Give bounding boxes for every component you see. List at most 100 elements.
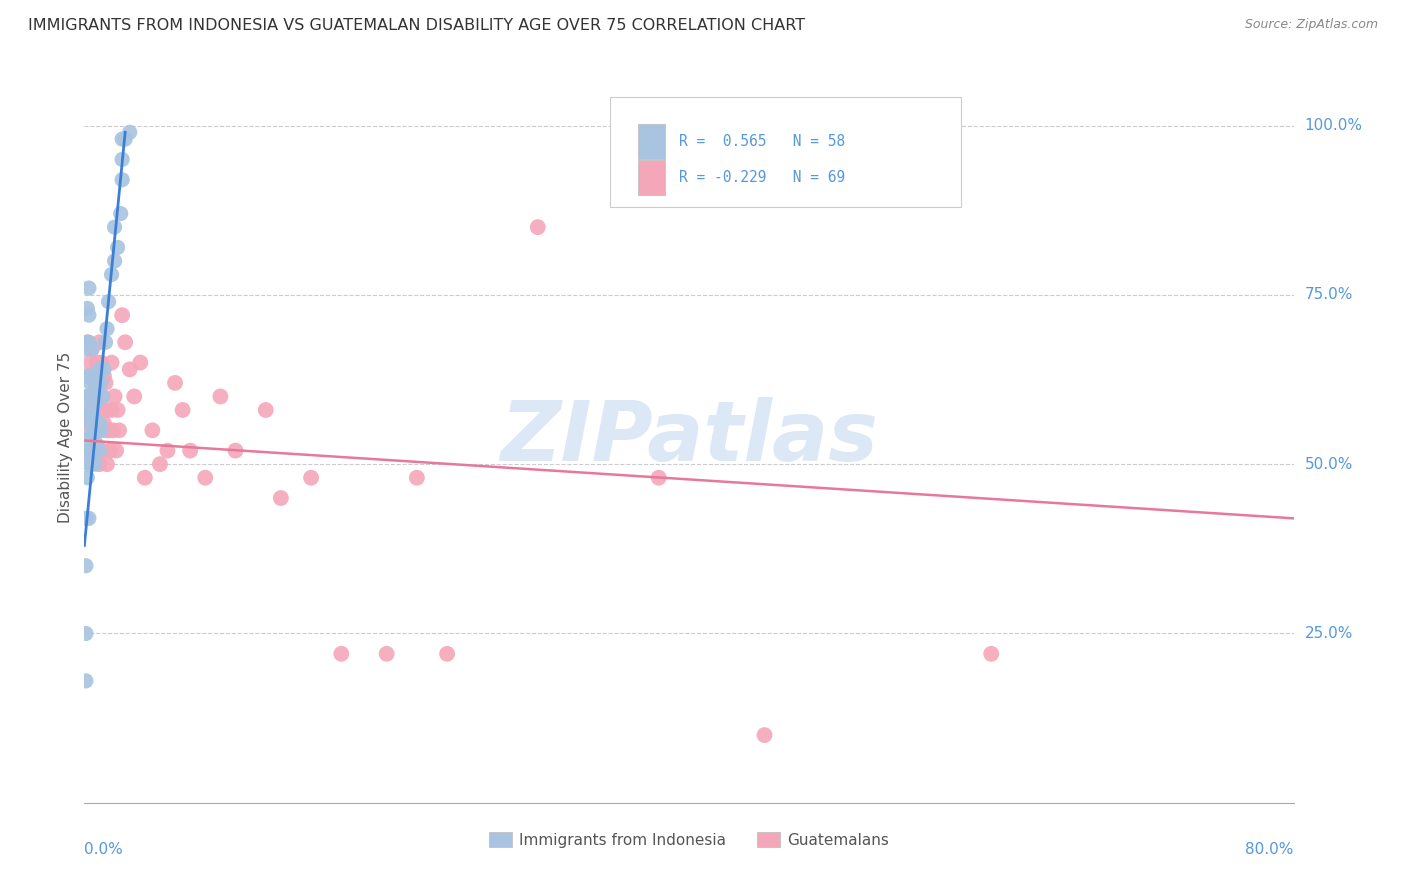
Point [82,369,104,384]
Point [84,383,107,397]
Point [96,403,118,417]
Point [134,471,156,485]
Text: 0.0%: 0.0% [84,842,124,856]
Point [80,389,103,403]
Point [156,443,179,458]
Point [90,355,112,369]
Point [96,457,118,471]
Point [107,240,129,254]
Point [82,443,104,458]
Point [111,132,134,146]
Text: 25.0%: 25.0% [1305,626,1353,641]
Point [87,423,110,437]
Point [254,403,277,417]
Point [79,417,101,431]
Bar [638,124,665,159]
Point [114,335,136,350]
Point [107,403,129,417]
Point [436,647,458,661]
Point [77,335,100,350]
Point [111,308,134,322]
Text: ZIPatlas: ZIPatlas [501,397,877,477]
Point [84,423,107,437]
Point [111,172,134,186]
Point [84,376,107,390]
Point [86,443,108,458]
Point [104,389,127,403]
Point [97,423,120,437]
Point [89,417,111,431]
Point [209,389,232,403]
Point [86,355,108,369]
Point [84,457,107,471]
Point [406,471,429,485]
Point [648,471,671,485]
Point [75,443,97,458]
Point [79,376,101,390]
Point [77,308,100,322]
Point [77,430,100,444]
Text: Source: ZipAtlas.com: Source: ZipAtlas.com [1244,18,1378,31]
Point [75,673,97,688]
Point [82,409,104,424]
Point [100,403,122,417]
Point [90,403,112,417]
Point [75,626,97,640]
Point [80,457,103,471]
Point [165,376,187,390]
Point [91,389,114,403]
FancyBboxPatch shape [610,97,962,207]
Point [80,389,103,403]
Point [93,362,115,376]
Point [75,389,97,403]
Point [141,423,163,437]
Point [80,430,103,444]
Point [87,376,110,390]
Point [80,342,103,356]
Point [122,389,145,403]
Point [96,322,118,336]
Point [149,457,172,471]
Point [76,471,98,485]
Point [94,376,117,390]
Point [110,206,132,220]
Text: IMMIGRANTS FROM INDONESIA VS GUATEMALAN DISABILITY AGE OVER 75 CORRELATION CHART: IMMIGRANTS FROM INDONESIA VS GUATEMALAN … [28,18,806,33]
Point [98,443,121,458]
Point [75,342,97,356]
Point [75,558,97,573]
Point [129,355,152,369]
Point [375,647,398,661]
Point [105,443,128,458]
Point [86,396,108,410]
Legend: Immigrants from Indonesia, Guatemalans: Immigrants from Indonesia, Guatemalans [482,825,896,854]
Text: R =  0.565   N = 58: R = 0.565 N = 58 [679,134,845,149]
Point [77,389,100,403]
Point [90,376,112,390]
Point [101,423,124,437]
Point [86,437,108,451]
Text: 100.0%: 100.0% [1305,118,1362,133]
Text: 80.0%: 80.0% [1246,842,1294,856]
Point [77,511,100,525]
Point [87,417,110,431]
Point [84,423,107,437]
Point [79,355,101,369]
Point [80,430,103,444]
Point [89,423,111,437]
Point [270,491,292,505]
Point [76,335,98,350]
Point [77,457,100,471]
Point [89,457,111,471]
Bar [638,160,665,195]
Point [75,511,97,525]
Point [94,423,117,437]
Point [76,443,98,458]
Point [194,471,217,485]
Point [108,423,131,437]
Point [82,369,104,384]
Point [94,335,117,350]
Point [76,335,98,350]
Point [89,335,111,350]
Point [89,362,111,376]
Point [111,153,134,167]
